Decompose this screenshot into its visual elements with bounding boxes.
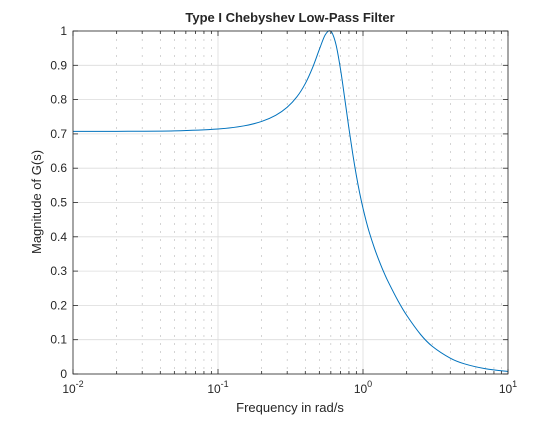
x-tick-label: 101	[499, 379, 517, 396]
y-tick-label: 0.1	[50, 333, 67, 347]
x-axis-label: Frequency in rad/s	[236, 400, 344, 415]
y-tick-label: 0.4	[50, 230, 67, 244]
axes-box	[72, 30, 509, 375]
y-tick-label: 0	[60, 367, 67, 381]
grid	[72, 30, 509, 375]
plot-area	[72, 30, 509, 372]
x-tick-label: 10-1	[207, 379, 228, 396]
chart-title: Type I Chebyshev Low-Pass Filter	[185, 10, 394, 25]
x-tick-label: 10-2	[62, 379, 83, 396]
y-tick-label: 0.9	[50, 58, 67, 72]
x-tick-label: 100	[354, 379, 372, 396]
y-tick-label: 0.3	[50, 264, 67, 278]
y-axis-label: Magnitude of G(s)	[29, 150, 44, 254]
y-tick-label: 0.7	[50, 127, 67, 141]
series-line	[72, 30, 509, 372]
y-tick-label: 0.6	[50, 161, 67, 175]
axes	[72, 30, 509, 375]
y-tick-label: 0.2	[50, 298, 67, 312]
y-tick-label: 0.8	[50, 93, 67, 107]
y-tick-label: 1	[60, 24, 67, 38]
y-tick-label: 0.5	[50, 196, 67, 210]
tick-labels: 10-2 10-1 100 101 0 0.1 0.2 0.3 0.4 0.5 0.6 0.7 0.8 0…	[50, 24, 517, 396]
